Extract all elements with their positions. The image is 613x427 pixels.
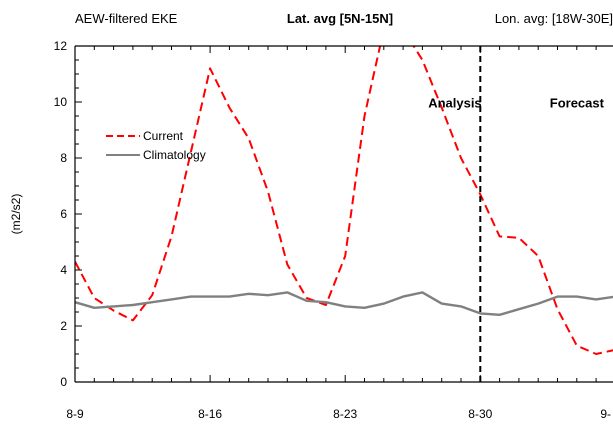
y-tick-label: 6: [60, 207, 67, 221]
x-axis-ticks: 8-9 8-16 8-23 8-30 9-: [66, 46, 611, 421]
legend-climatology-label: Climatology: [143, 148, 206, 162]
y-tick-label: 8: [60, 151, 67, 165]
legend-current-label: Current: [143, 129, 184, 143]
y-tick-label: 0: [60, 375, 67, 389]
analysis-label: Analysis: [428, 96, 481, 111]
x-tick-label: 8-9: [66, 407, 84, 421]
series-line-climatology: [75, 291, 613, 316]
y-tick-label: 4: [60, 263, 67, 277]
forecast-label: Forecast: [550, 96, 605, 111]
y-axis-label: (m2/s2): [9, 194, 23, 235]
chart-title-center: Lat. avg [5N-15N]: [287, 11, 393, 26]
x-tick-label: 9-: [600, 407, 611, 421]
x-tick-label: 8-23: [333, 407, 357, 421]
chart-title-left: AEW-filtered EKE: [75, 11, 178, 26]
y-tick-label: 2: [60, 319, 67, 333]
y-tick-label: 10: [54, 95, 68, 109]
chart-title-right: Lon. avg: [18W-30E]: [495, 11, 613, 26]
y-tick-label: 12: [54, 39, 68, 53]
series-layer: [75, 46, 613, 355]
x-tick-label: 8-16: [198, 407, 222, 421]
series-line-current: [75, 46, 613, 355]
y-axis-ticks: 0 2 4 6 8 10 12: [54, 39, 82, 389]
legend: Current Climatology: [106, 129, 206, 162]
x-tick-label: 8-30: [468, 407, 492, 421]
